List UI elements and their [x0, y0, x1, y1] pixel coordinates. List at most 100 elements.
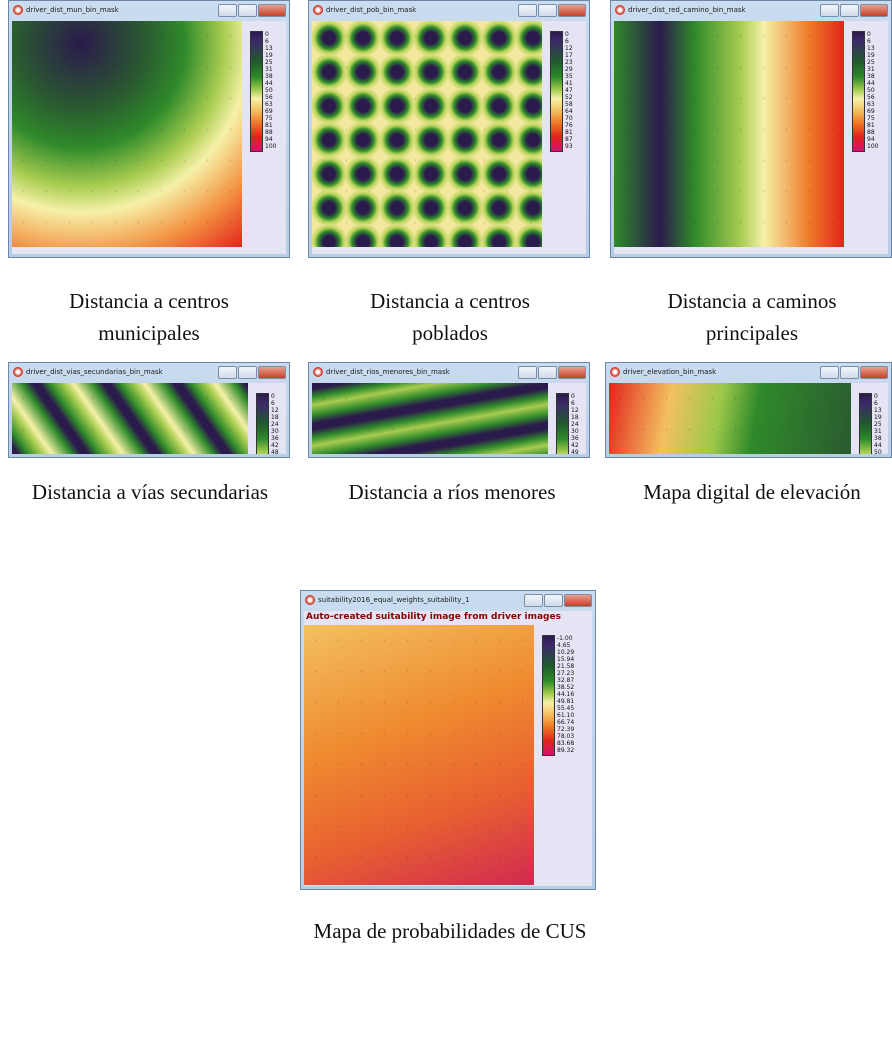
title-bar: driver_dist_rios_menores_bin_mask: [309, 363, 589, 383]
map-texture: [12, 21, 242, 247]
title-bar: suitability2016_equal_weights_suitabilit…: [301, 591, 595, 611]
legend-label: 0: [571, 393, 575, 400]
legend-label: 75: [867, 115, 875, 122]
raster-map: [609, 383, 851, 454]
legend-label: 50: [874, 449, 882, 454]
legend-label: 12: [571, 407, 579, 414]
minimize-button[interactable]: [218, 366, 237, 379]
maximize-button[interactable]: [538, 366, 557, 379]
caption: Mapa de probabilidades de CUS: [310, 915, 590, 947]
legend-label: 19: [874, 414, 882, 421]
legend-label: 69: [265, 108, 273, 115]
maximize-button[interactable]: [238, 366, 257, 379]
window-title: driver_dist_rios_menores_bin_mask: [326, 368, 450, 376]
legend-label: 18: [571, 414, 579, 421]
legend-ramp: [550, 31, 563, 152]
window-icon: [13, 367, 23, 377]
legend-label: 0: [874, 393, 878, 400]
close-button[interactable]: [860, 4, 888, 17]
legend-label: 23: [565, 59, 573, 66]
legend-label: 30: [271, 428, 279, 435]
maximize-button[interactable]: [840, 4, 859, 17]
legend-label: 38: [265, 73, 273, 80]
legend-label: 25: [265, 59, 273, 66]
image-subtitle: Auto-created suitability image from driv…: [306, 612, 561, 622]
minimize-button[interactable]: [820, 4, 839, 17]
legend-label: 35: [565, 73, 573, 80]
legend-label: 29: [565, 66, 573, 73]
window-icon: [610, 367, 620, 377]
minimize-button[interactable]: [524, 594, 543, 607]
legend-label: 48: [271, 449, 279, 454]
legend-ramp: [859, 393, 872, 454]
raster-map: [614, 21, 844, 247]
legend-label: 87: [565, 136, 573, 143]
legend-label: 72.39: [557, 726, 574, 733]
minimize-button[interactable]: [518, 366, 537, 379]
close-button[interactable]: [258, 4, 286, 17]
legend-label: 6: [271, 400, 275, 407]
legend-label: 6: [867, 38, 871, 45]
legend-label: 12: [565, 45, 573, 52]
close-button[interactable]: [258, 366, 286, 379]
legend-label: 21.58: [557, 663, 574, 670]
minimize-button[interactable]: [820, 366, 839, 379]
legend-label: 32.87: [557, 677, 574, 684]
caption: Distancia a caminos principales: [642, 285, 862, 349]
legend-label: 44: [867, 80, 875, 87]
minimize-button[interactable]: [218, 4, 237, 17]
legend-label: 31: [874, 428, 882, 435]
maximize-button[interactable]: [538, 4, 557, 17]
window-icon: [305, 595, 315, 605]
caption: Distancia a ríos menores: [312, 476, 592, 508]
legend-label: 10.29: [557, 649, 574, 656]
window-controls: [218, 4, 286, 17]
legend-label: 36: [571, 435, 579, 442]
caption: Distancia a vías secundarias: [0, 476, 300, 508]
legend-label: 19: [867, 52, 875, 59]
caption: Mapa digital de elevación: [612, 476, 892, 508]
page: {"windows": [ {"title": "driver_dist_mun…: [0, 0, 892, 1046]
raster-map: [312, 383, 548, 454]
legend-label: 0: [265, 31, 269, 38]
legend-label: 4.65: [557, 642, 570, 649]
map-texture: [304, 625, 534, 885]
raster-map: [12, 383, 248, 454]
window-controls: [518, 366, 586, 379]
legend-label: 24: [271, 421, 279, 428]
legend-label: -1.00: [557, 635, 573, 642]
legend-label: 49.81: [557, 698, 574, 705]
legend-label: 42: [271, 442, 279, 449]
map-texture: [312, 21, 542, 247]
legend-label: 93: [565, 143, 573, 150]
legend-ramp: [852, 31, 865, 152]
legend-label: 6: [265, 38, 269, 45]
maximize-button[interactable]: [544, 594, 563, 607]
legend-ramp: [250, 31, 263, 152]
minimize-button[interactable]: [518, 4, 537, 17]
legend-label: 31: [265, 66, 273, 73]
maximize-button[interactable]: [840, 366, 859, 379]
caption: Distancia a centros poblados: [350, 285, 550, 349]
raster-map: [12, 21, 242, 247]
legend-label: 89.32: [557, 747, 574, 754]
window-controls: [218, 366, 286, 379]
maximize-button[interactable]: [238, 4, 257, 17]
legend-label: 100: [867, 143, 878, 150]
window-body: 06121824303642495561677379859197: [312, 383, 586, 454]
map-texture: [12, 383, 248, 454]
legend-label: 94: [265, 136, 273, 143]
raster-map: [304, 625, 534, 885]
close-button[interactable]: [860, 366, 888, 379]
close-button[interactable]: [558, 366, 586, 379]
close-button[interactable]: [558, 4, 586, 17]
legend-label: 66.74: [557, 719, 574, 726]
close-button[interactable]: [564, 594, 592, 607]
legend-label: 30: [571, 428, 579, 435]
